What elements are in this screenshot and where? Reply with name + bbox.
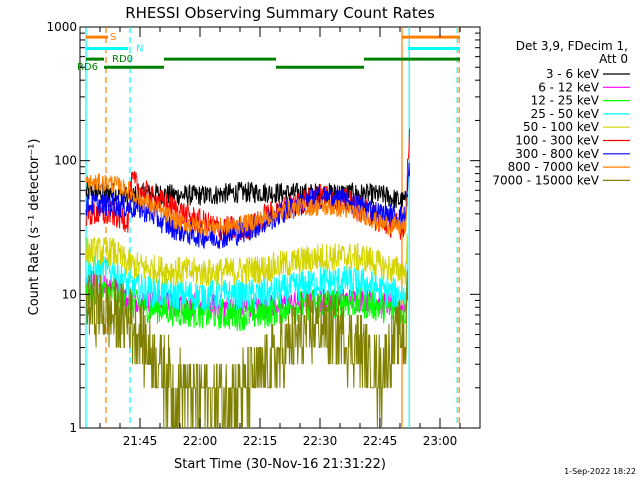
legend-entry-label-6: 300 - 800 keV: [515, 147, 599, 161]
legend-entry-label-7: 800 - 7000 keV: [508, 160, 600, 174]
x-tick-label-4: 22:45: [363, 434, 398, 448]
x-tick-label-5: 23:00: [423, 434, 458, 448]
state-bar-label-rd0: RD0: [112, 54, 133, 65]
x-axis-title: Start Time (30-Nov-16 21:31:22): [174, 457, 386, 472]
series-line-3: [85, 245, 409, 312]
series-line-8: [86, 270, 409, 428]
axes: 1 10 100 1000 21:45 22:00 22:15 22:30 22:45 23:00: [46, 20, 480, 448]
x-tick-label-1: 22:00: [183, 434, 218, 448]
legend-header-line-2: Att 0: [599, 52, 628, 66]
x-tick-label-3: 22:30: [303, 434, 338, 448]
state-bar-label-s: S: [110, 32, 116, 43]
series-line-2: [85, 268, 409, 332]
state-bar-label-n: N: [136, 44, 143, 55]
legend-entry-label-2: 12 - 25 keV: [531, 94, 600, 108]
legend-entry-label-4: 50 - 100 keV: [523, 120, 600, 134]
y-tick-label-0: 1: [69, 421, 77, 435]
y-axis-title: Count Rate (s⁻¹ detector⁻¹): [27, 139, 42, 316]
y-tick-label-3: 1000: [46, 20, 77, 34]
state-bar-label-rd6: RD6: [77, 62, 98, 73]
series-lines: [85, 128, 410, 428]
y-tick-label-2: 100: [54, 154, 77, 168]
y-tick-label-1: 10: [62, 287, 77, 301]
legend-header-line-1: Det 3,9, FDecim 1,: [516, 39, 628, 53]
legend-entry-label-5: 100 - 300 keV: [515, 134, 599, 148]
legend-entry-label-3: 25 - 50 keV: [531, 107, 600, 121]
series-line-7: [85, 173, 409, 236]
x-tick-label-0: 21:45: [123, 434, 158, 448]
legend-entry-label-8: 7000 - 15000 keV: [492, 173, 599, 187]
chart-title: RHESSI Observing Summary Count Rates: [125, 4, 435, 22]
x-tick-label-2: 22:15: [243, 434, 278, 448]
footer-timestamp: 1-Sep-2022 18:22: [564, 467, 636, 476]
legend-entry-label-0: 3 - 6 keV: [546, 67, 600, 81]
legend-entry-label-1: 6 - 12 keV: [538, 80, 600, 94]
series-line-4: [85, 233, 409, 287]
